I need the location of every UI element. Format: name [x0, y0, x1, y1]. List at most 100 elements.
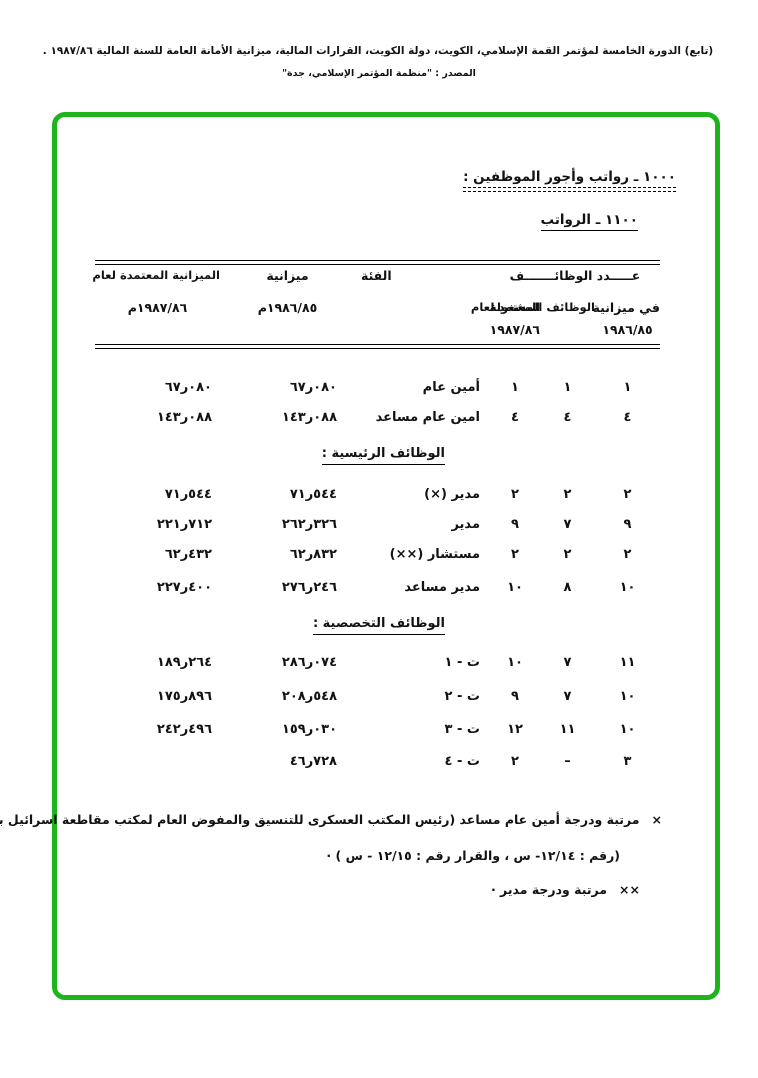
- cell-approved-8786: ٩: [511, 689, 519, 704]
- cell-category: امين عام مساعد: [375, 410, 480, 425]
- header-approved-budget-8786-line1: الميزانية المعتمدة لعام: [92, 268, 220, 282]
- cell-approved-8786: ١٠: [507, 655, 523, 670]
- table-top-rule: [95, 260, 660, 265]
- cell-budget-8586: ٧١ر٥٤٤: [289, 487, 337, 502]
- table-row: ١٤٣ر٠٨٨ ١٤٣ر٠٨٨ امين عام مساعد ٤ ٤ ٤: [95, 408, 660, 428]
- cell-category: مدير مساعد: [404, 580, 480, 595]
- cell-approved-8786: ٩: [511, 517, 519, 532]
- section-label-specialized-positions: الوظائف التخصصية :: [312, 616, 445, 635]
- cell-approved-budget-8786: ٢٢٧ر٤٠٠: [156, 580, 212, 595]
- cell-budget-8586: ١٤٣ر٠٨٨: [281, 410, 337, 425]
- cell-approved-budget-8786: ١٧٥ر٨٩٦: [156, 689, 212, 704]
- table-row: ٦٢ر٤٣٢ ٦٢ر٨٣٢ مستشار (××) ٢ ٢ ٢: [95, 545, 660, 565]
- cell-in-budget-8586: ١٠: [619, 722, 636, 737]
- table-row: ١٧٥ر٨٩٦ ٢٠٨ر٥٤٨ ت - ٢ ٩ ٧ ١٠: [95, 687, 660, 707]
- footnote-2-text: مرتبة ودرجة مدير ·: [490, 882, 608, 897]
- cell-approved-budget-8786: ٦٢ر٤٣٢: [164, 547, 212, 562]
- chapter-title: ١٠٠٠ ـ رواتب وأجور الموظفين :: [463, 169, 676, 192]
- section-label-main-positions: الوظائف الرئيسية :: [321, 446, 445, 465]
- cell-approved-budget-8786: [95, 752, 220, 772]
- cell-budget-8586: ٤٦ر٧٢٨: [289, 754, 337, 769]
- cell-approved-8786: ١٠: [507, 580, 523, 595]
- cell-in-budget-8586: ٢: [623, 547, 632, 562]
- cell-category: مدير (×): [424, 487, 480, 502]
- cell-approved-8786: ٤: [511, 410, 519, 425]
- cell-occupied: ٨: [563, 580, 572, 595]
- document-source: المصدر : "منظمة المؤتمر الإسلامي، جدة": [282, 68, 476, 79]
- cell-in-budget-8586: ١: [623, 380, 632, 395]
- dashed-underline: [463, 187, 676, 192]
- cell-in-budget-8586: ١١: [619, 655, 636, 670]
- cell-category: مدير: [451, 517, 480, 532]
- cell-occupied: ٧: [563, 689, 572, 704]
- cell-approved-8786: ٢: [511, 487, 519, 502]
- cell-budget-8586: ٢٨٦ر٠٧٤: [281, 655, 337, 670]
- cell-budget-8586: ٦٧ر٠٨٠: [289, 380, 337, 395]
- header-approved-budget-8786-line2: ١٩٨٧/٨٦م: [127, 300, 188, 315]
- cell-in-budget-8586: ٢: [623, 487, 632, 502]
- cell-in-budget-8586: ٣: [623, 754, 632, 769]
- cell-budget-8586: ٢٧٦ر٢٤٦: [281, 580, 337, 595]
- cell-approved-budget-8786: ٦٧ر٠٨٠: [164, 380, 212, 395]
- table-row: ١٨٩ر٢٦٤ ٢٨٦ر٠٧٤ ت - ١ ١٠ ٧ ١١: [95, 653, 660, 673]
- table-row: ٢٢١ر٧١٢ ٢٦٢ر٣٢٦ مدير ٩ ٧ ٩: [95, 515, 660, 535]
- cell-approved-8786: ٢: [511, 547, 519, 562]
- cell-category: ت - ٢: [444, 689, 480, 704]
- budget-table: عـــــدد الوظائـــــــف الفئة ميزانية ١٩…: [92, 260, 660, 790]
- cell-budget-8586: ١٥٩ر٠٣٠: [281, 722, 337, 737]
- cell-approved-8786: ٢: [511, 754, 519, 769]
- subchapter-title: ١١٠٠ ـ الرواتب: [540, 212, 638, 231]
- table-row: ٦٧ر٠٨٠ ٦٧ر٠٨٠ أمين عام ١ ١ ١: [95, 378, 660, 398]
- footnote-2: ×× مرتبة ودرجة مدير ·: [491, 882, 640, 897]
- cell-occupied: ٢: [563, 487, 572, 502]
- cell-approved-8786: ١٢: [507, 722, 523, 737]
- table-header-rule: [95, 344, 660, 349]
- table-row: ٤٦ر٧٢٨ ت - ٤ ٢ – ٣: [95, 752, 660, 772]
- header-positions-group: عـــــدد الوظائـــــــف: [509, 268, 641, 283]
- table-row: ٢٤٢ر٤٩٦ ١٥٩ر٠٣٠ ت - ٣ ١٢ ١١ ١٠: [95, 720, 660, 740]
- header-category: الفئة: [361, 268, 392, 283]
- cell-approved-budget-8786: ١٨٩ر٢٦٤: [156, 655, 212, 670]
- cell-occupied: ٢: [563, 547, 572, 562]
- footnote-1-line-1: × مرتبة ودرجة أمين عام مساعد (رئيس المكتب…: [0, 812, 662, 827]
- chapter-title-text: ١٠٠٠ ـ رواتب وأجور الموظفين :: [463, 169, 676, 185]
- cell-approved-budget-8786: ٢٤٢ر٤٩٦: [156, 722, 212, 737]
- footnote-1-text: مرتبة ودرجة أمين عام مساعد (رئيس المكتب …: [0, 812, 640, 827]
- header-budget-8586-line1: ميزانية: [266, 268, 309, 283]
- cell-budget-8586: ٦٢ر٨٣٢: [289, 547, 337, 562]
- cell-category: ت - ٤: [444, 754, 480, 769]
- header-occupied: الوظائف المشغولة: [489, 300, 595, 314]
- cell-occupied: ٤: [563, 410, 572, 425]
- cell-in-budget-8586: ٤: [623, 410, 632, 425]
- cell-occupied: –: [564, 754, 571, 769]
- cell-approved-8786: ١: [511, 380, 519, 395]
- cell-category: ت - ١: [444, 655, 480, 670]
- cell-approved-budget-8786: ٧١ر٥٤٤: [164, 487, 212, 502]
- cell-budget-8586: ٢٦٢ر٣٢٦: [281, 517, 337, 532]
- document-caption: (تابع) الدورة الخامسة لمؤتمر القمة الإسل…: [42, 45, 714, 57]
- cell-category: مستشار (××): [389, 547, 480, 562]
- cell-budget-8586: ٢٠٨ر٥٤٨: [281, 689, 337, 704]
- cell-approved-budget-8786: ٢٢١ر٧١٢: [156, 517, 212, 532]
- cell-category: أمين عام: [422, 380, 480, 395]
- cell-in-budget-8586: ١٠: [619, 689, 636, 704]
- cell-category: ت - ٣: [444, 722, 480, 737]
- highlight-border: [52, 112, 720, 1000]
- header-in-budget-line2: ١٩٨٦/٨٥: [602, 322, 653, 337]
- cell-in-budget-8586: ٩: [623, 517, 632, 532]
- footnote-2-marker: ××: [619, 882, 640, 897]
- header-in-budget-line1: في ميزانية: [592, 300, 660, 315]
- cell-occupied: ١: [563, 380, 572, 395]
- header-budget-8586-line2: ١٩٨٦/٨٥م: [257, 300, 318, 315]
- footnote-1-marker: ×: [651, 812, 662, 827]
- cell-approved-budget-8786: ١٤٣ر٠٨٨: [156, 410, 212, 425]
- table-row: ٢٢٧ر٤٠٠ ٢٧٦ر٢٤٦ مدير مساعد ١٠ ٨ ١٠: [95, 578, 660, 598]
- cell-occupied: ٧: [563, 517, 572, 532]
- cell-occupied: ٧: [563, 655, 572, 670]
- cell-occupied: ١١: [559, 722, 576, 737]
- header-approved-line2: ١٩٨٧/٨٦: [489, 322, 540, 337]
- footnote-1-line-2: (رقم : ١٢/١٤- س ، والقرار رقم : ١٢/١٥ - …: [326, 848, 620, 863]
- table-row: ٧١ر٥٤٤ ٧١ر٥٤٤ مدير (×) ٢ ٢ ٢: [95, 485, 660, 505]
- cell-in-budget-8586: ١٠: [619, 580, 636, 595]
